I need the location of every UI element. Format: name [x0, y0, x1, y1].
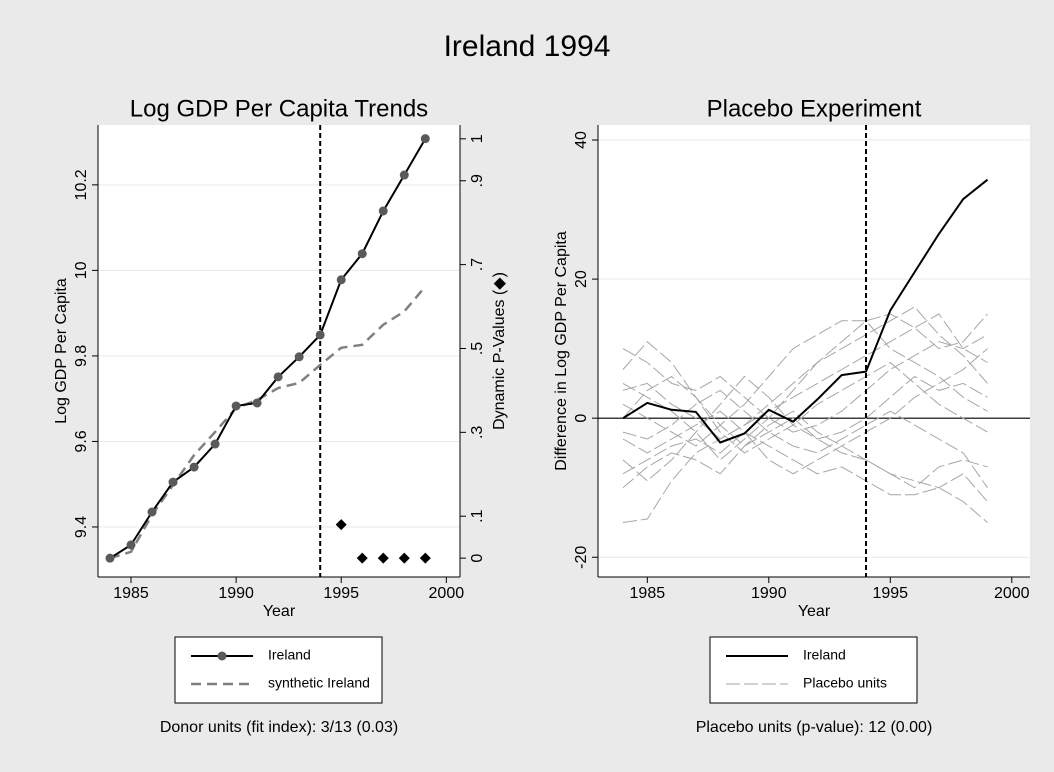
- y-tick-label: 9.4: [73, 516, 90, 538]
- series-marker: [294, 352, 304, 362]
- series-marker: [378, 206, 388, 216]
- x-tick-label: 1995: [872, 585, 908, 602]
- series-marker: [189, 462, 199, 472]
- series-marker: [105, 553, 115, 563]
- main-title: Ireland 1994: [444, 30, 611, 63]
- placebo-line: [622, 313, 988, 523]
- legend-label: Placebo units: [803, 675, 887, 691]
- pvalue-marker: [377, 552, 389, 564]
- series-marker: [273, 372, 283, 382]
- series-marker: [252, 398, 262, 408]
- x-tick-label: 1985: [630, 585, 666, 602]
- series-line: [109, 285, 427, 560]
- legend-label: Ireland: [803, 647, 846, 663]
- series-marker: [231, 401, 241, 411]
- y-tick-label: 10: [73, 261, 90, 279]
- placebo-line: [622, 361, 988, 454]
- placebo-line: [622, 348, 988, 475]
- series-line: [622, 178, 989, 444]
- series-marker: [126, 540, 136, 550]
- y2-axis-title: Dynamic P-Values (◆): [491, 272, 508, 430]
- series-marker: [168, 477, 178, 487]
- x-tick-label: 1990: [751, 585, 787, 602]
- x-axis-title: Year: [263, 603, 296, 620]
- y2-tick-label: 0: [469, 554, 486, 563]
- pvalue-marker: [335, 519, 347, 531]
- pvalue-marker: [356, 552, 368, 564]
- plot-area: [598, 125, 1030, 577]
- series-marker: [336, 275, 346, 285]
- legend-marker: [217, 651, 227, 661]
- x-tick-label: 1985: [113, 585, 149, 602]
- y-tick-label: -20: [573, 546, 590, 569]
- placebo-line: [622, 375, 988, 482]
- y-tick-label: 10.2: [73, 169, 90, 200]
- y-tick-label: 0: [573, 414, 590, 423]
- series-marker: [315, 330, 325, 340]
- y2-tick-label: .7: [469, 258, 486, 271]
- placebo-line: [622, 313, 988, 440]
- y-tick-label: 20: [573, 270, 590, 288]
- x-tick-label: 2000: [429, 585, 465, 602]
- series-line: [109, 138, 427, 560]
- y2-tick-label: .1: [469, 509, 486, 522]
- y-axis-title: Log GDP Per Capita: [53, 278, 70, 424]
- series-marker: [210, 439, 220, 449]
- pvalue-marker: [398, 552, 410, 564]
- y2-tick-label: .5: [469, 342, 486, 355]
- y-tick-label: 40: [573, 131, 590, 149]
- note: Placebo units (p-value): 12 (0.00): [696, 719, 933, 736]
- y2-tick-label: 1: [469, 134, 486, 143]
- note: Donor units (fit index): 3/13 (0.03): [160, 719, 398, 736]
- legend-label: Ireland: [268, 647, 311, 663]
- placebo-line: [622, 389, 988, 488]
- y-tick-label: 9.6: [73, 430, 90, 452]
- series-marker: [399, 170, 409, 180]
- panel-title: Placebo Experiment: [707, 95, 922, 122]
- legend: [174, 636, 383, 704]
- x-tick-label: 2000: [994, 585, 1030, 602]
- y2-tick-label: .9: [469, 174, 486, 187]
- x-tick-label: 1995: [323, 585, 359, 602]
- placebo-line: [622, 320, 988, 447]
- series-marker: [357, 249, 367, 259]
- y2-tick-label: .3: [469, 426, 486, 439]
- placebo-line: [622, 410, 988, 523]
- series-marker: [420, 134, 430, 144]
- placebo-line: [622, 306, 988, 461]
- legend: [709, 636, 918, 704]
- x-axis-title: Year: [798, 603, 831, 620]
- series-marker: [147, 507, 157, 517]
- y-tick-label: 9.8: [73, 345, 90, 367]
- placebo-line: [622, 410, 988, 489]
- panel-title: Log GDP Per Capita Trends: [130, 95, 428, 122]
- y-axis-title: Difference in Log GDP Per Capita: [553, 231, 570, 471]
- legend-label: synthetic Ireland: [268, 675, 370, 691]
- x-tick-label: 1990: [218, 585, 254, 602]
- pvalue-marker: [419, 552, 431, 564]
